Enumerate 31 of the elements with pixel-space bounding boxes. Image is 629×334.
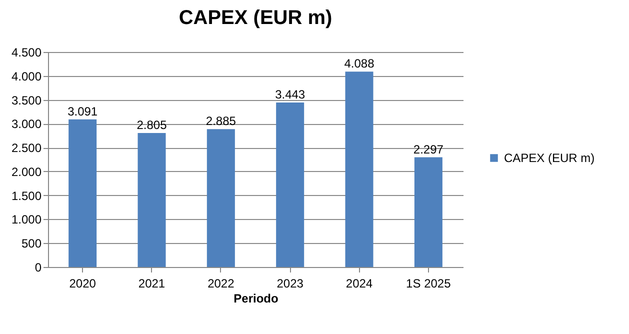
data-label: 2.805 xyxy=(136,118,168,132)
y-tick-label: 4.500 xyxy=(11,46,42,60)
x-tick-label: 2020 xyxy=(69,276,96,290)
y-tick-label: 3.000 xyxy=(11,117,42,132)
bar xyxy=(276,102,304,267)
x-tick-label: 2024 xyxy=(346,276,373,290)
data-label: 2.885 xyxy=(206,114,236,128)
bar xyxy=(414,157,442,267)
bar xyxy=(138,132,166,267)
legend-label: CAPEX (EUR m) xyxy=(504,151,595,165)
y-tick-label: 1.500 xyxy=(11,188,42,203)
x-tick-label: 2023 xyxy=(276,276,304,290)
y-tick-label: 0 xyxy=(34,260,42,274)
x-tick-label: 2021 xyxy=(138,276,166,290)
x-tick-label: 2022 xyxy=(208,276,235,290)
y-tick-label: 2.000 xyxy=(11,164,42,179)
x-tick-label: 1S 2025 xyxy=(406,276,452,290)
bar xyxy=(68,119,97,267)
bar xyxy=(345,72,374,267)
data-label: 3.443 xyxy=(275,88,306,102)
y-tick-label: 4.000 xyxy=(11,69,42,84)
y-tick-label: 3.500 xyxy=(11,93,42,108)
x-axis-title: Periodo xyxy=(234,292,278,306)
y-tick-label: 1.000 xyxy=(11,212,42,227)
bar xyxy=(206,129,235,267)
y-tick-label: 500 xyxy=(21,236,42,251)
y-tick-label: 2.500 xyxy=(11,141,42,156)
data-label: 2.297 xyxy=(413,142,444,156)
chart-title: CAPEX (EUR m) xyxy=(178,7,332,29)
data-label: 3.091 xyxy=(68,104,98,118)
data-label: 4.088 xyxy=(344,56,375,71)
